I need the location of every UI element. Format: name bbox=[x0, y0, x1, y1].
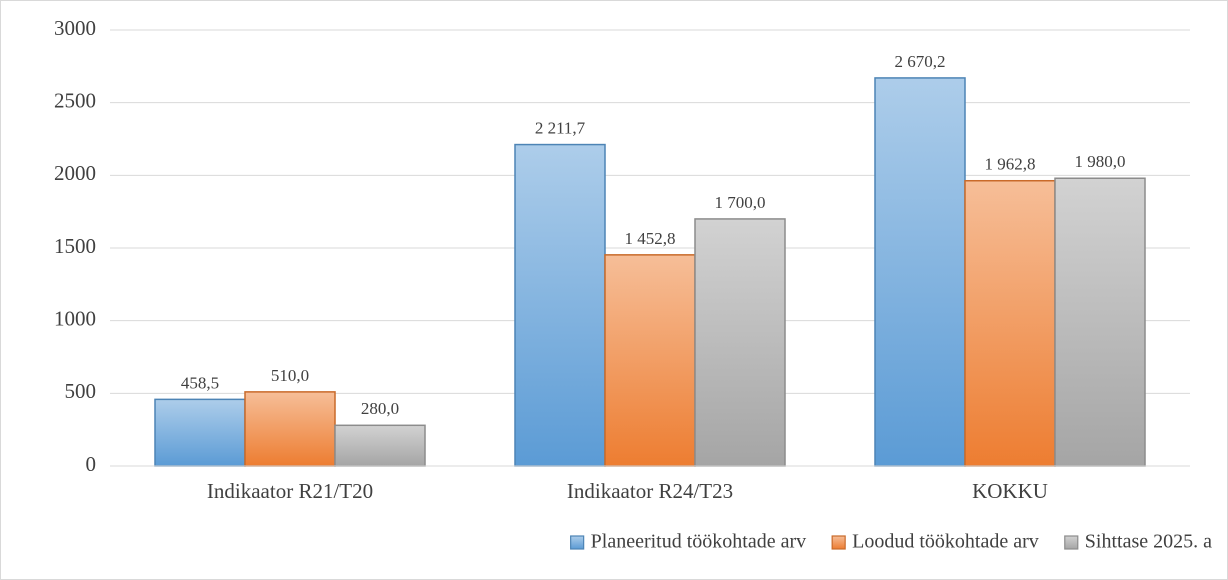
bar bbox=[514, 143, 606, 467]
legend-label: Planeeritud töökohtade arv bbox=[591, 531, 807, 553]
value-label: 510,0 bbox=[271, 366, 309, 385]
value-label: 1 452,8 bbox=[625, 229, 676, 248]
bar bbox=[874, 77, 966, 467]
legend-swatch bbox=[1064, 535, 1079, 550]
bar bbox=[1054, 177, 1146, 467]
legend-swatch bbox=[831, 535, 846, 550]
value-label: 1 980,0 bbox=[1075, 152, 1126, 171]
legend-swatch bbox=[570, 535, 585, 550]
y-tick-label: 3000 bbox=[54, 16, 96, 40]
x-tick-label: KOKKU bbox=[972, 479, 1048, 503]
y-tick-label: 0 bbox=[86, 452, 97, 476]
y-tick-label: 1500 bbox=[54, 234, 96, 258]
bar bbox=[694, 218, 786, 467]
value-label: 458,5 bbox=[181, 373, 219, 392]
bar bbox=[244, 391, 336, 467]
value-label: 280,0 bbox=[361, 399, 399, 418]
bar bbox=[964, 179, 1056, 467]
bar bbox=[604, 254, 696, 467]
value-label: 2 670,2 bbox=[895, 52, 946, 71]
value-label: 1 962,8 bbox=[985, 155, 1036, 174]
value-label: 1 700,0 bbox=[715, 193, 766, 212]
y-tick-label: 500 bbox=[65, 379, 97, 403]
x-tick-label: Indikaator R24/T23 bbox=[567, 479, 733, 503]
legend-label: Loodud töökohtade arv bbox=[852, 531, 1039, 553]
value-label: 2 211,7 bbox=[535, 118, 586, 137]
bar bbox=[334, 424, 426, 467]
bar bbox=[154, 398, 246, 467]
y-tick-label: 2000 bbox=[54, 161, 96, 185]
y-tick-label: 1000 bbox=[54, 306, 96, 330]
legend-label: Sihttase 2025. a bbox=[1085, 531, 1212, 553]
y-tick-label: 2500 bbox=[54, 88, 96, 112]
x-tick-label: Indikaator R21/T20 bbox=[207, 479, 373, 503]
